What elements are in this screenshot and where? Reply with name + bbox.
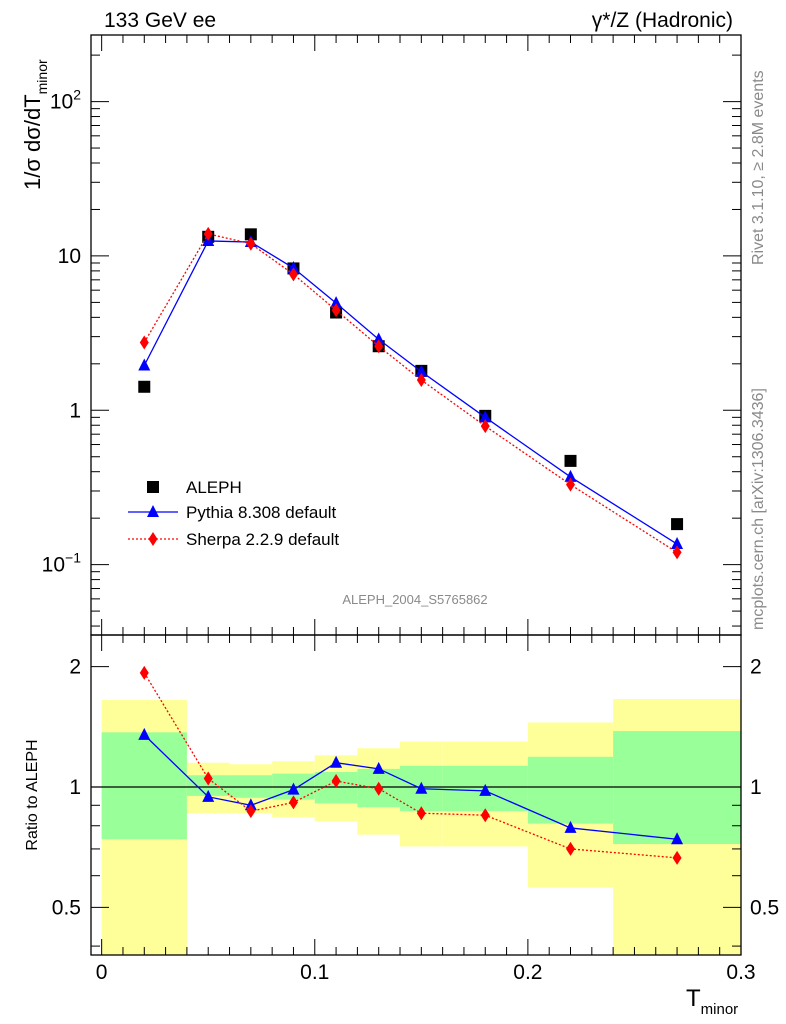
ratio-point-pythia [138, 727, 151, 740]
ratio-point-sherpa [203, 771, 213, 786]
main-point-pythia [138, 358, 151, 371]
main-line-pythia [143, 240, 678, 545]
main-point-sherpa [374, 339, 384, 354]
ratio-point-pythia [671, 832, 684, 845]
legend-label-pythia: Pythia 8.308 default [186, 503, 337, 522]
main-point-sherpa [288, 267, 298, 282]
rivet-version-label: Rivet 3.1.10, ≥ 2.8M events [750, 70, 767, 265]
x-tick-label: 0.2 [513, 961, 542, 984]
ratio-band-inner-1 [186, 775, 230, 796]
legend: ALEPH Pythia 8.308 default Sherpa 2.2.9 de… [128, 478, 339, 549]
ratio-point-pythia [372, 761, 385, 774]
legend-label-aleph: ALEPH [186, 478, 242, 497]
legend-marker-pythia [147, 505, 159, 517]
axis-ticks [91, 35, 742, 955]
ratio-point-pythia [479, 783, 492, 796]
main-point-sherpa [566, 477, 576, 492]
ratio-point-sherpa [139, 665, 149, 680]
ratio-point-sherpa [672, 850, 682, 865]
main-point-sherpa [246, 236, 256, 251]
main-point-pythia [415, 364, 428, 377]
ratio-point-sherpa [480, 808, 490, 823]
plot-title-right: γ*/Z (Hadronic) [592, 9, 733, 32]
x-tick-label: 0 [96, 961, 108, 984]
main-point-sherpa [672, 545, 682, 560]
main-point-pythia [479, 410, 492, 423]
main-y-tick-label: 10 [58, 245, 81, 268]
main-point-sherpa [203, 226, 213, 241]
ratio-y-tick-label-left: 1 [69, 776, 81, 799]
ratio-point-sherpa [416, 806, 426, 821]
ratio-point-sherpa [566, 841, 576, 856]
ratio-line-pythia [143, 734, 678, 840]
ratio-point-pythia [415, 781, 428, 794]
ratio-uncertainty-bands [101, 699, 741, 955]
series-layer [138, 226, 684, 865]
axes-frames [90, 34, 742, 956]
main-point-aleph [244, 228, 257, 241]
main-y-axis-label: 1/σ dσ/dTminor [20, 59, 50, 190]
ratio-point-pythia [202, 789, 215, 802]
main-point-aleph [138, 380, 151, 393]
main-y-tick-label: 1 [69, 399, 81, 422]
main-y-tick-label: 102 [50, 87, 81, 114]
ratio-plot-frame [90, 634, 742, 956]
legend-marker-aleph [147, 481, 159, 493]
legend-label-sherpa: Sherpa 2.2.9 default [186, 530, 339, 549]
main-point-aleph [564, 454, 577, 467]
main-point-pythia [330, 296, 343, 309]
ratio-y-tick-label-left: 2 [69, 656, 81, 679]
legend-marker-sherpa [148, 532, 158, 546]
main-point-pythia [564, 469, 577, 482]
main-line-sherpa [143, 233, 678, 553]
analysis-watermark: ALEPH_2004_S5765862 [342, 592, 487, 607]
x-tick-label: 0.3 [726, 961, 755, 984]
ratio-point-sherpa [374, 781, 384, 796]
main-point-aleph [671, 518, 684, 531]
ratio-band-inner-0 [101, 732, 187, 840]
x-tick-label: 0.1 [300, 961, 329, 984]
ratio-point-sherpa [288, 795, 298, 810]
main-point-pythia [287, 261, 300, 274]
ratio-y-tick-label-right: 2 [750, 656, 762, 679]
main-y-tick-label: 10−1 [42, 550, 82, 577]
main-point-sherpa [416, 373, 426, 388]
x-axis-label: Tminor [686, 985, 738, 1018]
ratio-y-tick-label-right: 0.5 [750, 896, 779, 919]
main-point-sherpa [480, 419, 490, 434]
ratio-y-tick-label-right: 1 [750, 776, 762, 799]
tick-labels: 10−1 1 10 102 0.5 0.5 1 1 2 2 0 0.1 0.2 0.3 [42, 87, 780, 984]
ratio-point-sherpa [331, 774, 341, 789]
mcplots-source-label: mcplots.cern.ch [arXiv:1306.3436] [750, 388, 767, 630]
main-point-pythia [372, 332, 385, 345]
plot-title-left: 133 GeV ee [104, 9, 216, 32]
main-point-sherpa [331, 303, 341, 318]
ratio-y-axis-label: Ratio to ALEPH [24, 739, 41, 850]
ratio-point-pythia [564, 820, 577, 833]
ratio-point-sherpa [246, 804, 256, 819]
ratio-band-inner-8 [527, 756, 614, 824]
ratio-point-pythia [287, 782, 300, 795]
main-point-pythia [671, 537, 684, 550]
main-point-sherpa [139, 335, 149, 350]
ratio-y-tick-label-left: 0.5 [52, 896, 81, 919]
ratio-point-pythia [330, 755, 343, 768]
